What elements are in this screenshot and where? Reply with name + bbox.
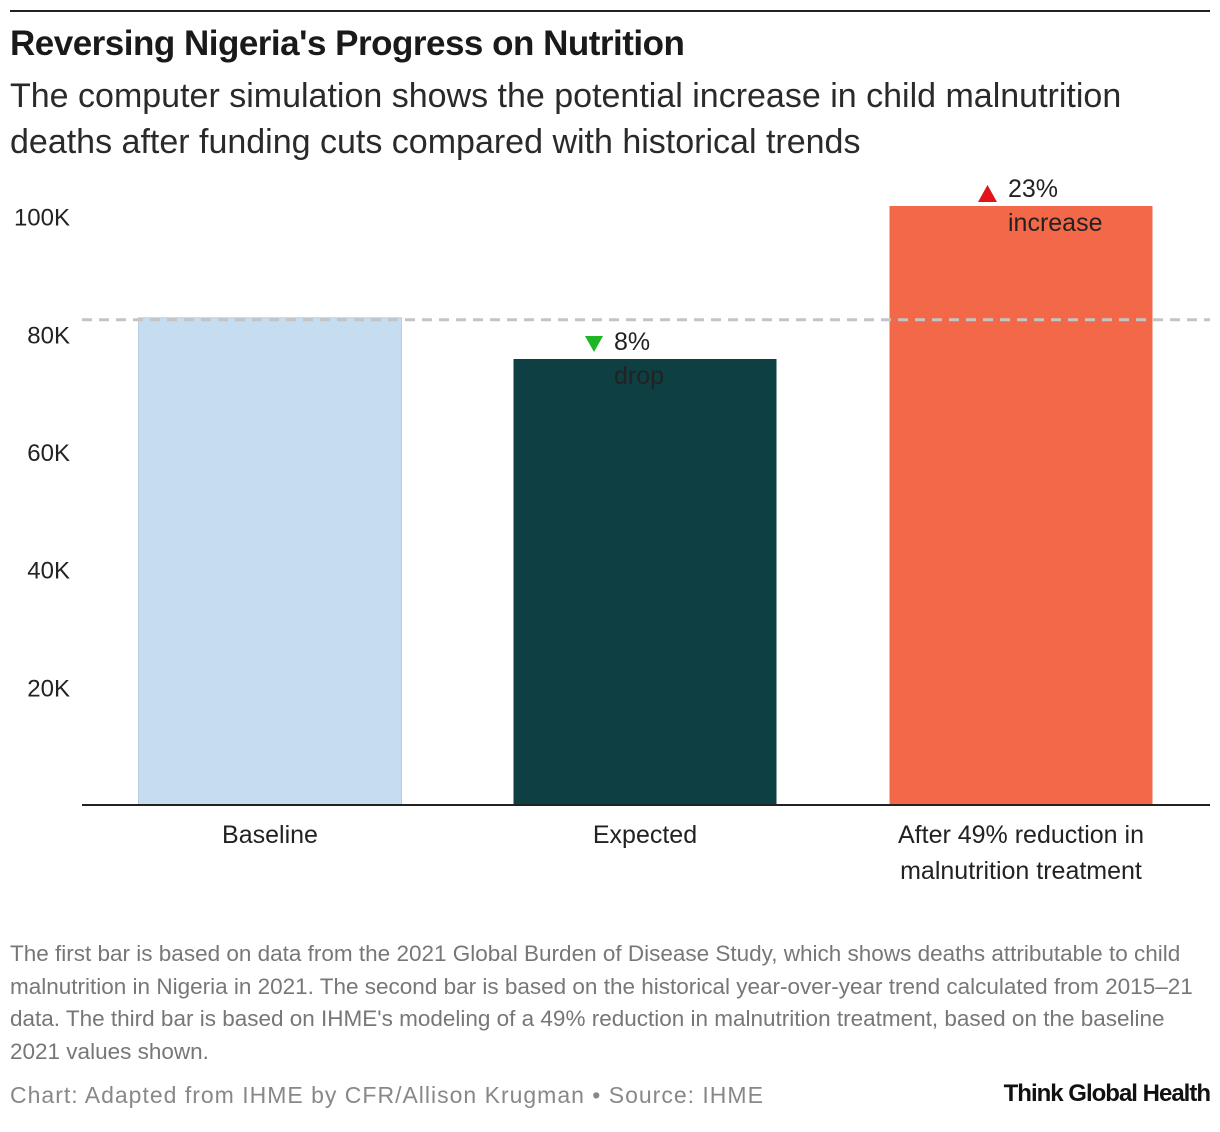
chart-notes: The first bar is based on data from the …	[10, 941, 1193, 1064]
annotation-text: drop	[614, 362, 664, 390]
y-tick-label: 80K	[27, 322, 70, 349]
chart-credit: Chart: Adapted from IHME by CFR/Allison …	[10, 1082, 764, 1108]
bar-0	[138, 317, 402, 806]
bar-chart: 20K 40K 60K 80K 100K Baseline Expected After 49…	[14, 175, 1210, 885]
bar-1	[513, 358, 777, 805]
up-arrow-icon	[978, 185, 997, 202]
chart-subtitle: The computer simulation shows the potent…	[10, 77, 1122, 161]
y-tick-label: 60K	[27, 440, 70, 467]
y-tick-label: 20K	[27, 675, 70, 702]
x-tick-label: Expected	[593, 821, 697, 849]
down-arrow-icon	[585, 336, 603, 352]
top-rule	[10, 10, 1210, 12]
bar-2	[889, 206, 1153, 805]
chart-title: Reversing Nigeria's Progress on Nutritio…	[10, 24, 685, 63]
x-tick-label: Baseline	[222, 821, 318, 849]
y-tick-label: 100K	[14, 205, 70, 232]
x-tick-label: malnutrition treatment	[900, 857, 1142, 885]
think-global-health-logo: Think Global Health	[1003, 1080, 1211, 1107]
annotation-text: increase	[1008, 209, 1103, 237]
annotation-text: 23%	[1008, 175, 1058, 203]
x-tick-label: After 49% reduction in	[898, 821, 1144, 849]
y-tick-label: 40K	[27, 558, 70, 585]
annotation-text: 8%	[614, 328, 650, 356]
